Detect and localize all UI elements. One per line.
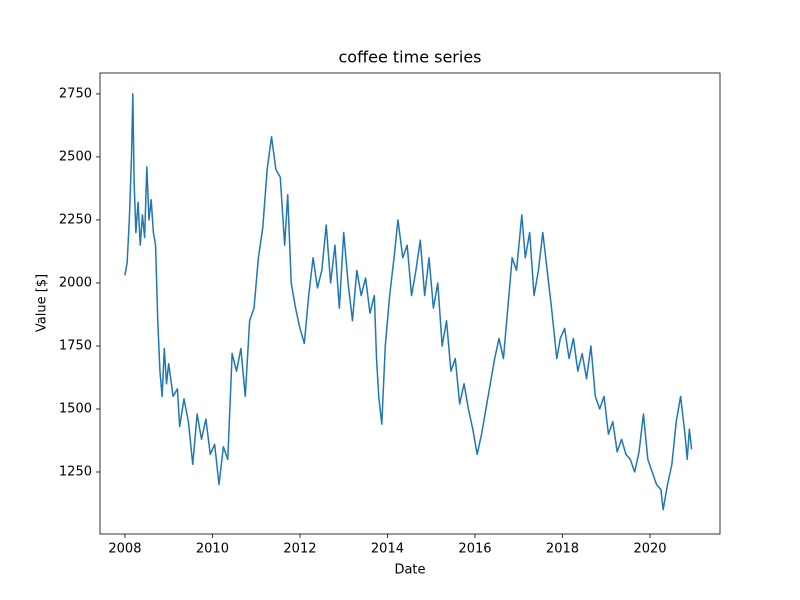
data-line bbox=[124, 93, 693, 511]
y-tick-label: 2500 bbox=[59, 149, 92, 164]
y-axis-label: Value [$] bbox=[35, 274, 50, 332]
x-tick-label: 2020 bbox=[633, 542, 666, 557]
x-tick-label: 2016 bbox=[458, 542, 491, 557]
y-tick-label: 2250 bbox=[59, 212, 92, 227]
x-tick-label: 2008 bbox=[108, 542, 141, 557]
x-tick-label: 2018 bbox=[546, 542, 579, 557]
y-tick-label: 2750 bbox=[59, 86, 92, 101]
plot-frame bbox=[99, 72, 721, 535]
x-axis-label: Date bbox=[394, 563, 425, 578]
y-tick-label: 1750 bbox=[59, 338, 92, 353]
y-tick-label: 1500 bbox=[59, 401, 92, 416]
chart-title: coffee time series bbox=[339, 48, 482, 67]
x-tick-label: 2012 bbox=[283, 542, 316, 557]
y-tick-label: 1250 bbox=[59, 464, 92, 479]
x-tick-label: 2014 bbox=[371, 542, 404, 557]
x-tick-label: 2010 bbox=[196, 542, 229, 557]
y-tick-label: 2000 bbox=[59, 275, 92, 290]
